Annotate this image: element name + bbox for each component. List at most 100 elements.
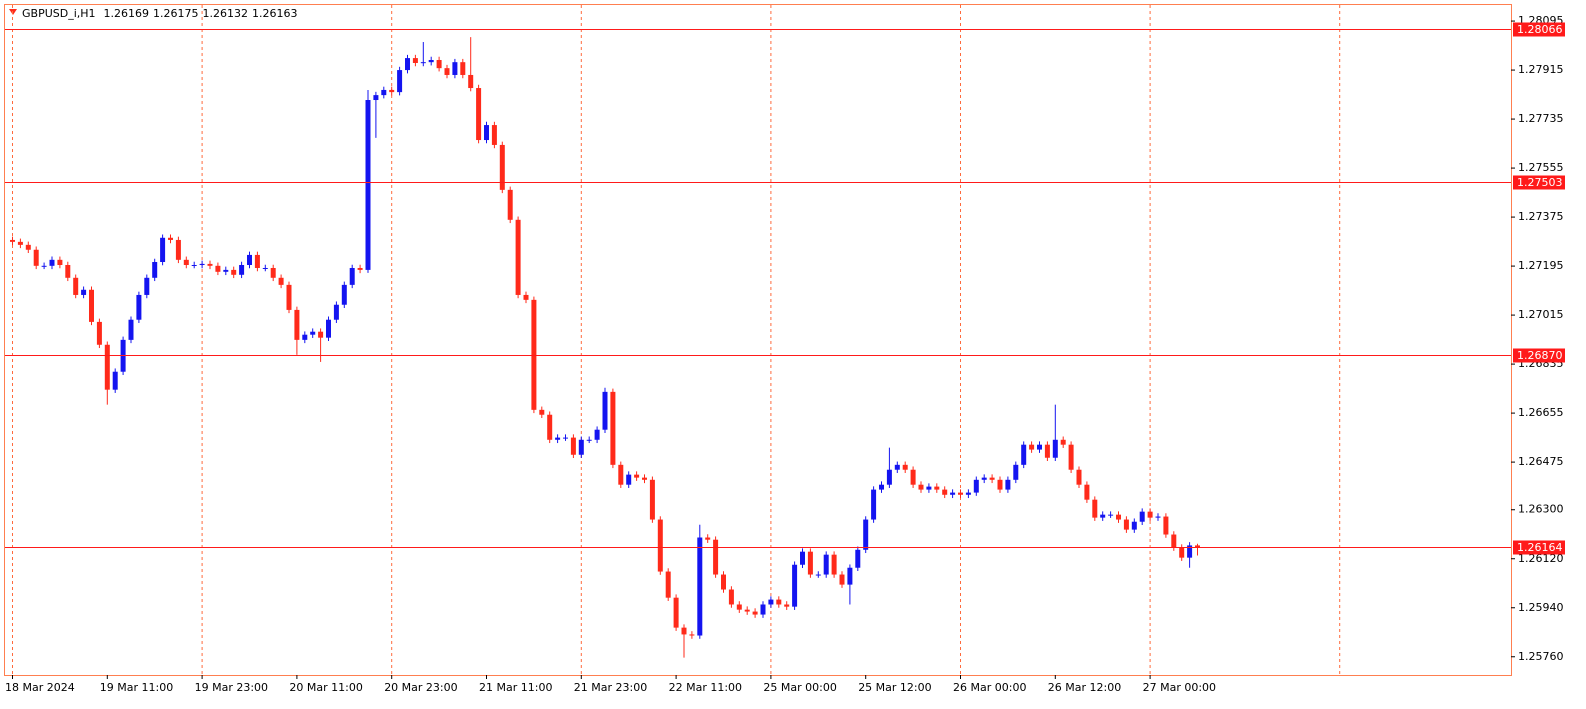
candle-body: [744, 609, 750, 612]
candle-body: [1029, 444, 1035, 450]
candle-body: [1155, 516, 1161, 518]
candle-body: [373, 95, 379, 101]
candle-body: [1147, 511, 1153, 518]
candle-body: [1187, 545, 1193, 558]
y-tick-label: 1.27375: [1518, 210, 1564, 223]
candle-body: [310, 331, 316, 335]
candle-body: [776, 599, 782, 605]
candle-body: [958, 492, 963, 495]
candle-body: [1179, 547, 1185, 558]
candle-body: [96, 321, 102, 345]
candle-body: [618, 464, 624, 485]
candle-body: [1037, 444, 1042, 450]
x-tick-label: 18 Mar 2024: [5, 681, 75, 694]
y-tick-label: 1.27015: [1518, 308, 1564, 321]
x-tick-label: 19 Mar 23:00: [195, 681, 268, 694]
candle-body: [81, 289, 87, 295]
candle-body: [160, 237, 166, 263]
candle-body: [262, 267, 268, 269]
candle-body: [768, 599, 774, 605]
candle-body: [1013, 464, 1019, 480]
candle-body: [136, 294, 142, 320]
candle-body: [294, 309, 300, 340]
candle-body: [610, 391, 616, 465]
candle-body: [452, 62, 458, 75]
candle-body: [673, 597, 679, 628]
candle-body: [175, 239, 181, 260]
header-open: 1.26169: [104, 7, 150, 20]
candle-body: [879, 484, 884, 490]
candle-body: [570, 437, 576, 455]
candle-body: [152, 262, 158, 278]
x-tick-label: 25 Mar 12:00: [858, 681, 931, 694]
candle-body: [41, 265, 47, 267]
candle-body: [1060, 439, 1066, 445]
candle-body: [926, 486, 932, 490]
candle-body: [815, 574, 821, 576]
chart-header: GBPUSD_i,H1 1.26169 1.26175 1.26132 1.26163: [22, 7, 298, 20]
candle-body: [17, 241, 23, 245]
candle-body: [918, 484, 924, 490]
candle-body: [57, 259, 63, 265]
candle-body: [318, 331, 324, 338]
candle-body: [578, 439, 584, 455]
candle-body: [689, 634, 695, 636]
candle-body: [1100, 514, 1106, 518]
candle-body: [981, 477, 987, 480]
x-tick-label: 25 Mar 00:00: [763, 681, 836, 694]
candle-body: [1021, 444, 1027, 465]
candle-body: [436, 59, 442, 69]
x-tick-label: 20 Mar 23:00: [384, 681, 457, 694]
candle-body: [1044, 444, 1050, 458]
candle-body: [183, 259, 189, 265]
candle-body: [800, 551, 805, 565]
candle-body: [1195, 545, 1200, 548]
candle-body: [73, 277, 79, 295]
candle-body: [784, 604, 790, 607]
candle-body: [89, 289, 94, 322]
level-label-box: [1513, 540, 1565, 555]
candle-body: [1084, 484, 1090, 500]
candle-body: [586, 439, 592, 441]
level-label: 1.26870: [1517, 349, 1563, 362]
y-tick-label: 1.27915: [1518, 63, 1564, 76]
candle-body: [1092, 499, 1098, 518]
level-label-box: [1513, 22, 1565, 37]
candle-body: [973, 479, 979, 493]
candle-body: [397, 70, 403, 93]
candle-body: [65, 264, 71, 278]
candle-body: [839, 574, 845, 585]
candle-body: [128, 319, 134, 340]
candle-body: [199, 263, 205, 265]
level-label-box: [1513, 348, 1565, 363]
candle-body: [1171, 534, 1177, 548]
candle-body: [910, 469, 916, 485]
candle-body: [657, 519, 663, 572]
candle-body: [49, 259, 55, 266]
candle-body: [25, 244, 31, 250]
candle-body: [1139, 511, 1145, 522]
level-label: 1.28066: [1517, 23, 1563, 36]
candle-body: [721, 574, 726, 590]
candle-body: [333, 304, 339, 320]
candle-body: [231, 269, 237, 275]
candle-body: [381, 89, 387, 96]
candle-body: [989, 477, 995, 480]
y-tick-label: 1.26655: [1518, 406, 1564, 419]
candle-body: [942, 489, 948, 495]
x-tick-label: 22 Mar 11:00: [669, 681, 742, 694]
y-tick-label: 1.26475: [1518, 455, 1564, 468]
x-tick-label: 19 Mar 11:00: [100, 681, 173, 694]
y-tick-label: 1.25940: [1518, 601, 1564, 614]
candle-body: [476, 88, 482, 141]
candle-body: [1108, 514, 1114, 516]
candle-body: [547, 414, 553, 440]
level-label: 1.27503: [1517, 176, 1563, 189]
candle-body: [341, 284, 347, 305]
candle-body: [1163, 516, 1169, 535]
candle-body: [642, 477, 647, 480]
candle-body: [1068, 444, 1074, 470]
y-tick-label: 1.26120: [1518, 552, 1564, 565]
candle-body: [365, 100, 371, 270]
candle-body: [728, 589, 734, 605]
